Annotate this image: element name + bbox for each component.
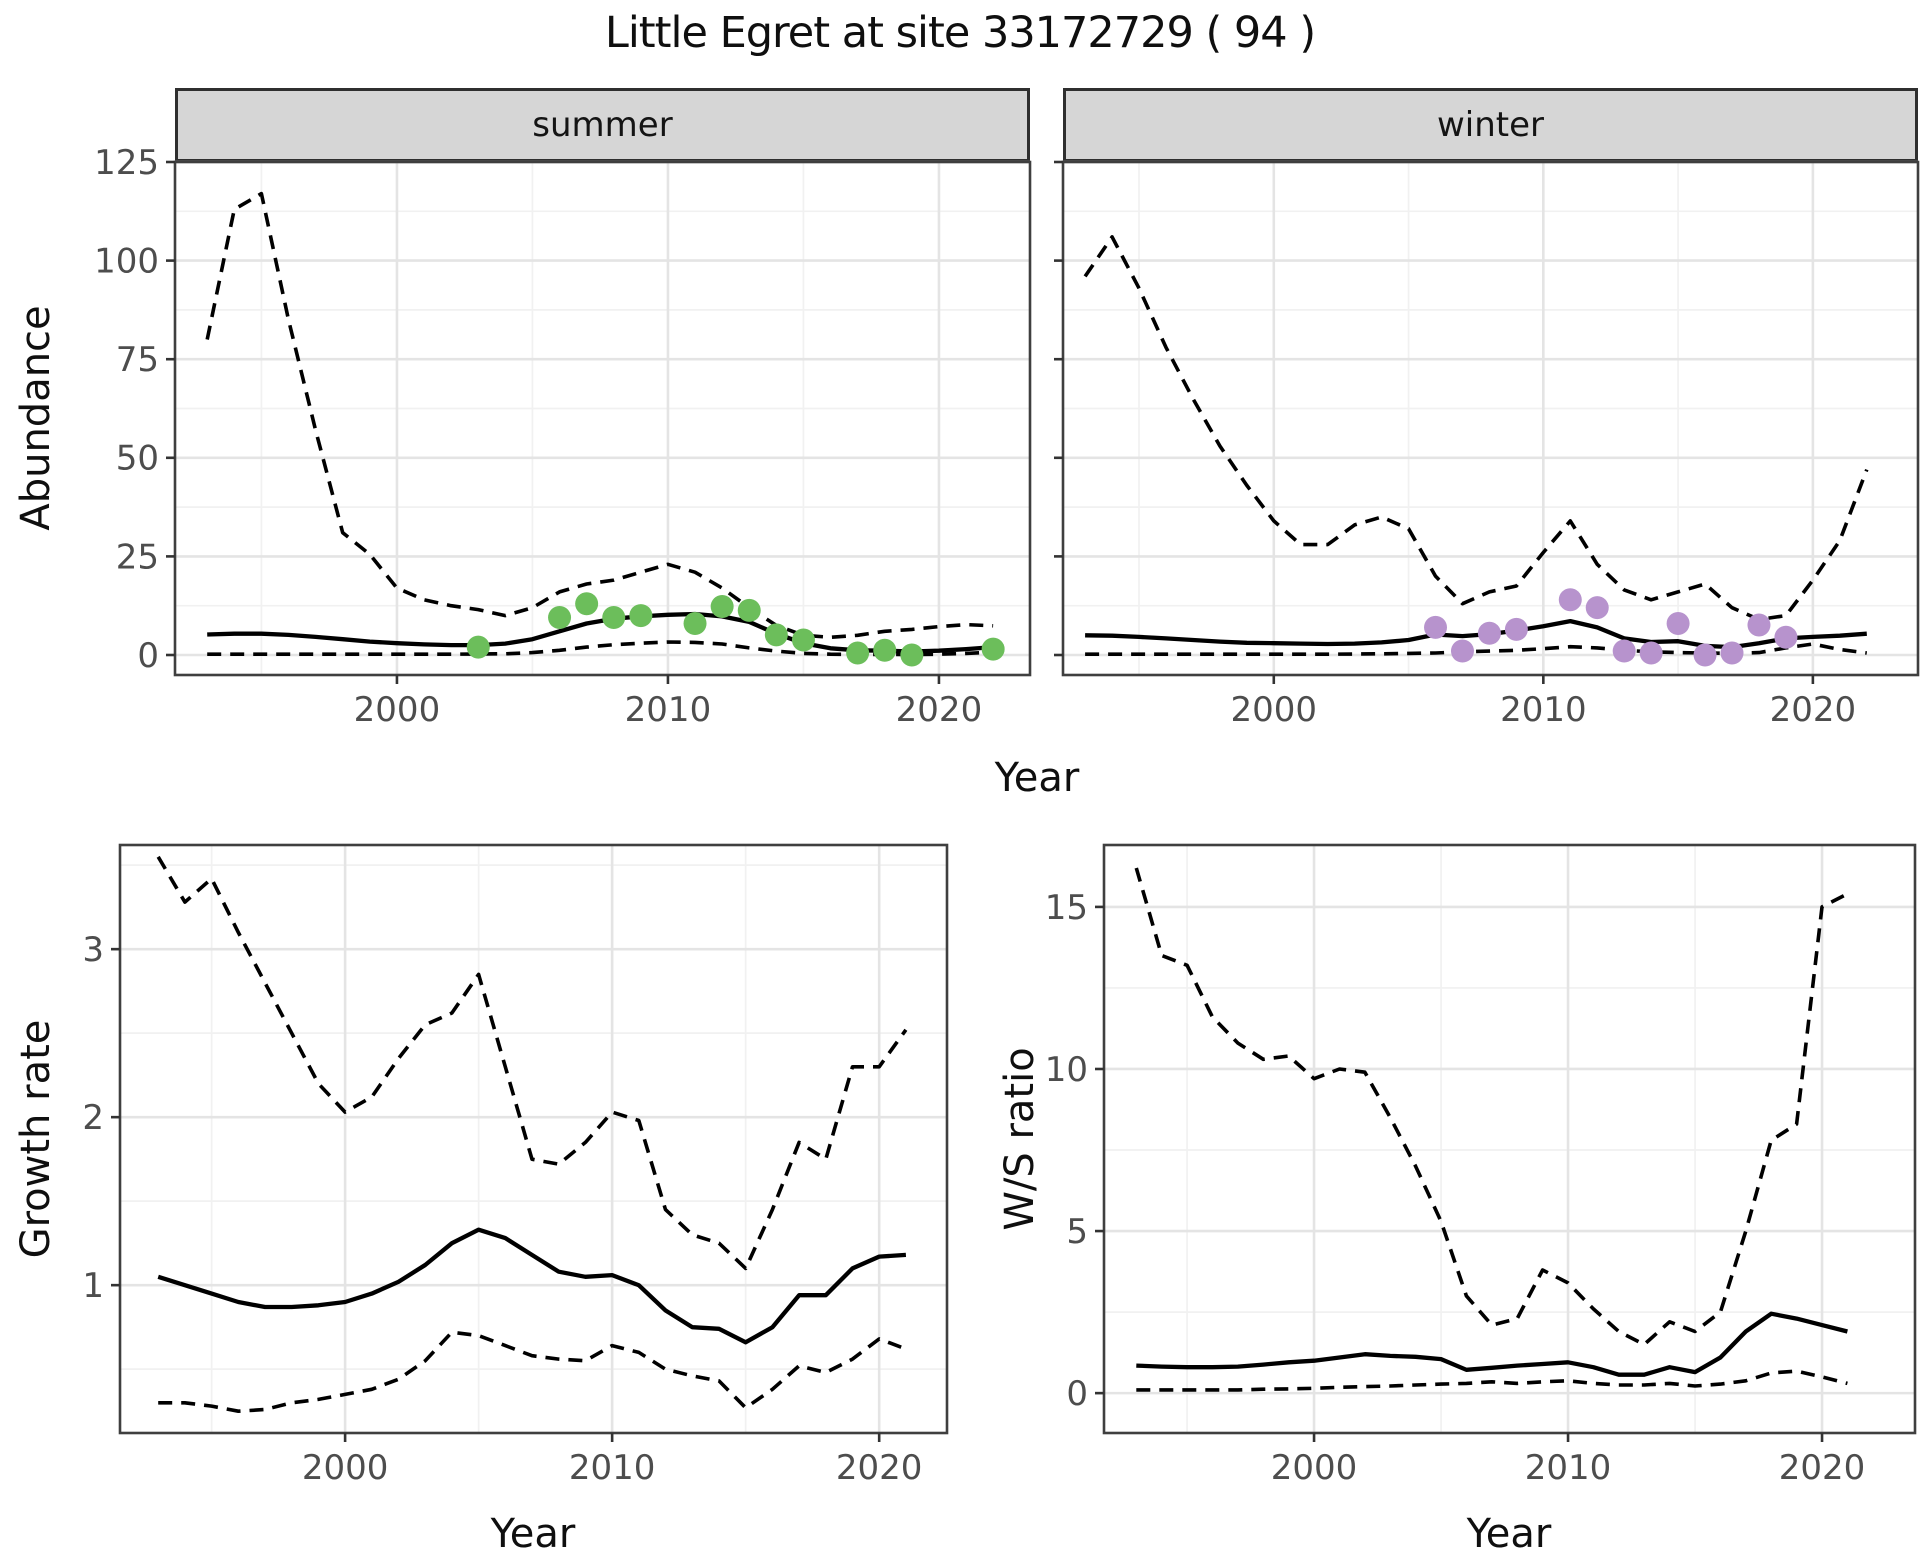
- mean-line: [1136, 1311, 1848, 1377]
- data-point: [846, 641, 870, 665]
- data-point: [791, 628, 815, 652]
- data-point: [629, 604, 653, 628]
- x-tick-label: 2010: [569, 1448, 656, 1488]
- panel-background: [1104, 845, 1915, 1433]
- y-tick-label: 100: [94, 242, 159, 282]
- data-point: [764, 623, 788, 647]
- data-point: [873, 638, 897, 662]
- y-tick-label: 25: [116, 537, 159, 577]
- panel-background: [1063, 162, 1918, 675]
- y-tick-label: 0: [1066, 1374, 1088, 1414]
- panel-border: [1061, 160, 1920, 677]
- data-point: [981, 637, 1005, 661]
- data-point: [575, 592, 599, 616]
- x-tick-label: 2000: [354, 690, 441, 730]
- panel-abundance-winter: 2000 2010 2020: [1054, 160, 1920, 730]
- x-tick-label: 2020: [896, 690, 983, 730]
- y-axis-title-growth-rate: Growth rate: [13, 1019, 59, 1259]
- panel-border: [173, 160, 1032, 677]
- y-tick-label: 5: [1066, 1212, 1088, 1252]
- panel-border: [1102, 843, 1917, 1435]
- x-tick-label: 2010: [625, 690, 712, 730]
- data-point: [1477, 621, 1501, 645]
- panel-border: [118, 843, 949, 1435]
- data-point: [1504, 617, 1528, 641]
- x-tick-label: 2010: [1525, 1448, 1612, 1488]
- facet-strip-winter: winter: [1063, 88, 1918, 162]
- y-tick-label: 50: [116, 439, 159, 479]
- data-point: [1693, 643, 1717, 667]
- y-axis-title-abundance: Abundance: [13, 305, 59, 531]
- data-point: [1558, 588, 1582, 612]
- upper_ci-line: [156, 855, 908, 1271]
- y-tick-label: 3: [82, 930, 104, 970]
- x-tick-label: 2010: [1500, 690, 1587, 730]
- x-axis-title-year-bottom-left: Year: [490, 1511, 576, 1557]
- data-point: [1774, 625, 1798, 649]
- chart-title: Little Egret at site 33172729 ( 94 ): [604, 8, 1316, 58]
- x-tick-label: 2020: [1770, 690, 1857, 730]
- y-tick-label: 0: [137, 636, 159, 676]
- data-point: [1450, 639, 1474, 663]
- panel-growth-rate: 2000 2010 2020 1 2 3: [82, 843, 949, 1488]
- data-point: [737, 598, 761, 622]
- x-tick-label: 2000: [1231, 690, 1318, 730]
- data-point: [602, 606, 626, 630]
- y-tick-label: 125: [94, 143, 159, 183]
- data-point: [1424, 615, 1448, 639]
- data-point: [710, 594, 734, 618]
- y-tick-label: 1: [82, 1266, 104, 1306]
- data-point: [548, 606, 572, 630]
- data-point: [1747, 613, 1771, 637]
- facet-strip-summer-label: summer: [532, 105, 673, 145]
- data-point: [466, 635, 490, 659]
- y-tick-label: 15: [1045, 888, 1088, 928]
- panel-abundance-summer: 2000 2010 2020 0 25 50 75 100 125: [94, 143, 1032, 730]
- x-tick-label: 2000: [302, 1448, 389, 1488]
- data-point: [683, 611, 707, 635]
- x-axis-title-year-top: Year: [994, 755, 1080, 801]
- facet-strip-winter-label: winter: [1436, 105, 1545, 145]
- lower_ci-line: [1136, 1369, 1848, 1392]
- lower_ci-line: [158, 1330, 907, 1414]
- data-point: [1612, 639, 1636, 663]
- y-tick-label: 10: [1045, 1050, 1088, 1090]
- y-tick-label: 2: [82, 1098, 104, 1138]
- data-point: [1585, 596, 1609, 620]
- upper_ci-line: [1134, 867, 1849, 1347]
- x-tick-label: 2020: [836, 1448, 923, 1488]
- data-point: [1639, 641, 1663, 665]
- panel-ws-ratio: 2000 2010 2020 0 5 10 15: [1045, 843, 1917, 1488]
- panel-background: [120, 845, 947, 1433]
- facet-strip-summer: summer: [175, 88, 1030, 162]
- upper_ci-line: [1083, 235, 1869, 622]
- upper_ci-line: [205, 191, 994, 640]
- y-axis-title-ws-ratio: W/S ratio: [997, 1047, 1043, 1231]
- panel-background: [175, 162, 1030, 675]
- x-axis-title-year-bottom-right: Year: [1466, 1511, 1552, 1557]
- y-tick-label: 75: [116, 340, 159, 380]
- x-tick-label: 2020: [1779, 1448, 1866, 1488]
- data-point: [900, 643, 924, 667]
- x-tick-label: 2000: [1271, 1448, 1358, 1488]
- mean-line: [157, 1227, 907, 1345]
- data-point: [1666, 611, 1690, 635]
- data-point: [1720, 641, 1744, 665]
